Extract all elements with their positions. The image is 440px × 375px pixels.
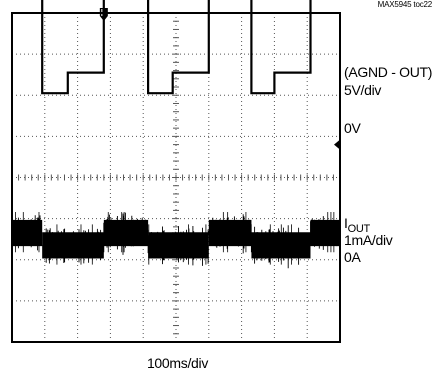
trace1-zero-label: 0V <box>344 120 361 136</box>
markers <box>99 8 340 150</box>
plot-frame <box>11 12 341 343</box>
trace2-scale: 1mA/div <box>344 232 393 248</box>
trigger-marker-icon <box>99 8 108 21</box>
agnd-out-trace <box>41 0 312 95</box>
iout-noise <box>147 226 209 266</box>
time-scale-label: 100ms/div <box>146 355 209 371</box>
iout-noise <box>103 212 149 255</box>
figure-id: MAX5945 toc22 <box>377 0 433 9</box>
iout-noise <box>41 228 105 264</box>
trace1-scale: 5V/div <box>344 82 382 98</box>
trace2-zero-label: 0A <box>344 249 361 265</box>
iout-noise <box>310 216 340 250</box>
graticule <box>11 12 341 343</box>
iout-trace <box>11 212 340 269</box>
ground-marker-icon <box>334 139 340 150</box>
agnd-out-waveform <box>41 0 312 95</box>
trace2-label-sub: OUT <box>347 223 371 235</box>
trace2-label-main: I <box>344 215 348 231</box>
trace2-label: IOUT <box>344 215 370 235</box>
trace1-label: (AGND - OUT) <box>344 64 433 80</box>
